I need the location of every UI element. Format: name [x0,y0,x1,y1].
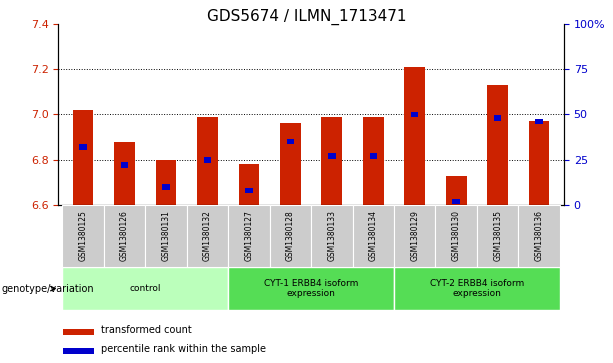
Bar [114,142,135,205]
Bar [452,199,460,204]
Text: percentile rank within the sample: percentile rank within the sample [101,344,266,354]
Text: GSM1380135: GSM1380135 [493,210,502,261]
Bar [228,205,270,267]
Bar [405,67,425,205]
Bar [328,153,335,159]
Bar [394,267,560,310]
Bar [321,117,342,205]
Text: CYT-1 ERBB4 isoform
expression: CYT-1 ERBB4 isoform expression [264,279,358,298]
Bar [63,329,94,335]
Text: genotype/variation: genotype/variation [1,284,94,294]
Bar [162,184,170,190]
Bar [494,115,501,121]
Text: GSM1380134: GSM1380134 [369,210,378,261]
Text: CYT-2 ERBB4 isoform
expression: CYT-2 ERBB4 isoform expression [430,279,524,298]
Bar [63,267,228,310]
Bar [79,144,87,150]
Text: GSM1380125: GSM1380125 [78,210,88,261]
Bar [477,205,519,267]
Bar [104,205,145,267]
Text: GSM1380128: GSM1380128 [286,210,295,261]
Bar [204,157,211,163]
Text: transformed count: transformed count [101,325,192,335]
Text: GSM1380133: GSM1380133 [327,210,337,261]
Text: GSM1380126: GSM1380126 [120,210,129,261]
Bar [145,205,187,267]
Bar [73,110,93,205]
Bar [535,119,543,125]
Bar [352,205,394,267]
Bar [370,153,377,159]
Bar [270,205,311,267]
Bar [245,188,253,193]
Bar [411,111,419,117]
Bar [287,139,294,144]
Text: GSM1380131: GSM1380131 [161,210,170,261]
Text: GSM1380132: GSM1380132 [203,210,212,261]
Text: GSM1380127: GSM1380127 [245,210,253,261]
Bar [228,267,394,310]
Bar [197,117,218,205]
Bar [311,205,352,267]
Text: GSM1380136: GSM1380136 [535,210,544,261]
Text: GSM1380129: GSM1380129 [410,210,419,261]
Bar [529,121,549,205]
Bar [156,160,177,205]
Bar [63,205,104,267]
Bar [394,205,435,267]
Bar [63,348,94,354]
Bar [363,117,384,205]
Bar [446,176,466,205]
Bar [435,205,477,267]
Bar [187,205,228,267]
Bar [121,162,128,168]
Text: GSM1380130: GSM1380130 [452,210,461,261]
Bar [280,123,301,205]
Bar [238,164,259,205]
Bar [487,85,508,205]
Text: control: control [129,284,161,293]
Text: GDS5674 / ILMN_1713471: GDS5674 / ILMN_1713471 [207,9,406,25]
Bar [519,205,560,267]
